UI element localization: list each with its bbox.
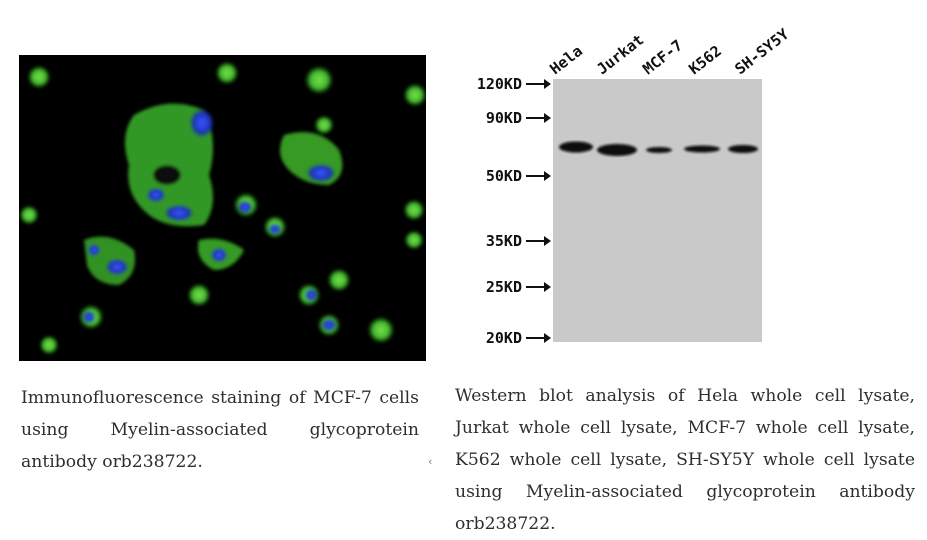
western-blot-figure: Hela Jurkat MCF-7 K562 SH-SY5Y 120KD 90KD 50KD… <box>440 0 927 360</box>
protein-band <box>646 147 672 153</box>
marker-label: 90KD <box>486 109 522 127</box>
marker-label: 35KD <box>486 232 522 250</box>
marker-label: 120KD <box>477 75 522 93</box>
marker-label: 25KD <box>486 278 522 296</box>
marker-label: 20KD <box>486 329 522 347</box>
lane-label: MCF-7 <box>639 36 686 78</box>
lane-label: K562 <box>685 42 725 78</box>
lane-label: SH-SY5Y <box>731 25 792 78</box>
marker-arrowhead <box>544 79 551 89</box>
blot-membrane <box>553 79 762 342</box>
marker-arrowhead <box>544 282 551 292</box>
immunofluorescence-image <box>19 55 426 361</box>
divider-mark: ‹ <box>428 455 433 468</box>
protein-band <box>559 141 593 153</box>
marker-arrowhead <box>544 113 551 123</box>
protein-band <box>684 145 720 153</box>
marker-label: 50KD <box>486 167 522 185</box>
marker-arrowhead <box>544 236 551 246</box>
marker-arrowhead <box>544 171 551 181</box>
marker-arrowhead <box>544 333 551 343</box>
lane-label: Jurkat <box>593 31 647 79</box>
if-caption: Immunofluorescence staining of MCF-7 cel… <box>21 388 419 472</box>
lane-label: Hela <box>546 42 586 78</box>
wb-caption: Western blot analysis of Hela whole cell… <box>455 386 915 534</box>
protein-band <box>597 144 637 156</box>
protein-band <box>728 145 758 153</box>
